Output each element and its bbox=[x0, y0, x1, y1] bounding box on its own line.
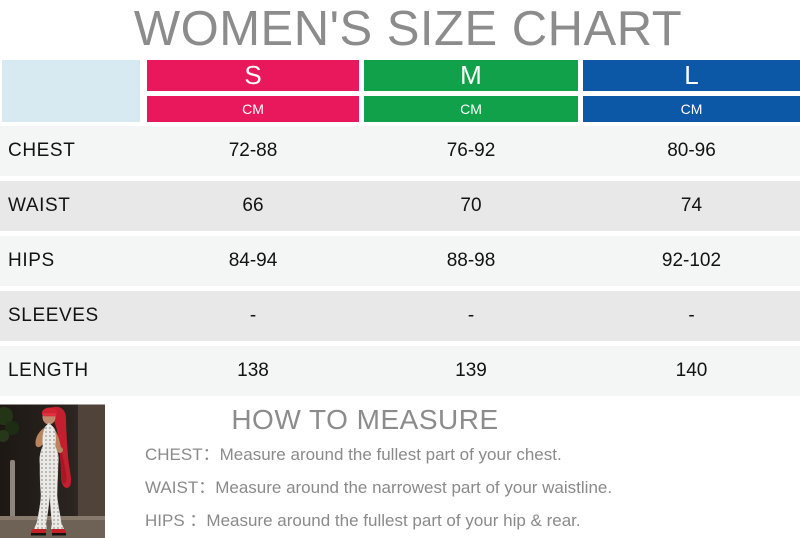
unit-header-l: CM bbox=[583, 96, 800, 122]
row-label: HIPS bbox=[8, 250, 55, 271]
cell-value: - bbox=[688, 305, 695, 326]
row-label: LENGTH bbox=[8, 360, 89, 381]
cell-value: - bbox=[249, 305, 257, 326]
cell-value: 92-102 bbox=[661, 250, 722, 271]
unit-header-s: CM bbox=[147, 96, 359, 122]
table-row-hips: HIPS 84-94 88-98 92-102 bbox=[0, 236, 800, 286]
measure-item-chest: CHEST：Measure around the fullest part of… bbox=[145, 445, 765, 465]
model-photo bbox=[0, 402, 105, 538]
foliage bbox=[0, 407, 19, 442]
cell-value: 66 bbox=[242, 195, 264, 216]
row-label: WAIST bbox=[8, 195, 71, 216]
size-header-s: S bbox=[147, 60, 359, 91]
measure-item-hips: HIPS ：Measure around the fullest part of… bbox=[145, 511, 765, 531]
cell-value: - bbox=[467, 305, 475, 326]
sneakers bbox=[31, 529, 66, 536]
size-header-m: M bbox=[364, 60, 578, 91]
row-label: SLEEVES bbox=[8, 305, 99, 326]
model-figure bbox=[31, 406, 72, 536]
cell-value: 70 bbox=[460, 195, 482, 216]
row-label: CHEST bbox=[8, 140, 76, 161]
cell-value: 84-94 bbox=[228, 250, 278, 271]
cell-value: 88-98 bbox=[446, 250, 496, 271]
cell-value: 74 bbox=[680, 195, 703, 216]
cell-value: 76-92 bbox=[446, 140, 496, 161]
size-header-l: L bbox=[583, 60, 800, 91]
measure-label: HIPS ： bbox=[145, 511, 207, 530]
measure-label: WAIST： bbox=[145, 478, 216, 497]
jumpsuit bbox=[36, 422, 62, 524]
cell-value: 80-96 bbox=[667, 140, 716, 161]
table-row-chest: CHEST 72-88 76-92 80-96 bbox=[0, 126, 800, 176]
pole bbox=[10, 460, 15, 524]
measure-text: Measure around the fullest part of your … bbox=[206, 511, 581, 530]
measure-item-waist: WAIST：Measure around the narrowest part … bbox=[145, 478, 765, 498]
measure-label: CHEST： bbox=[145, 445, 220, 464]
measure-text: Measure around the narrowest part of you… bbox=[215, 478, 613, 497]
table-row-sleeves: SLEEVES - - - bbox=[0, 291, 800, 341]
how-to-measure-title: HOW TO MEASURE bbox=[231, 404, 499, 435]
cell-value: 72-88 bbox=[228, 140, 278, 161]
table-row-waist: WAIST 66 70 74 bbox=[0, 181, 800, 231]
unit-header-m: CM bbox=[364, 96, 578, 122]
table-row-length: LENGTH 138 139 140 bbox=[0, 346, 800, 396]
cell-value: 138 bbox=[237, 360, 269, 381]
cell-value: 140 bbox=[675, 360, 708, 381]
measure-text: Measure around the fullest part of your … bbox=[219, 445, 562, 464]
cell-value: 139 bbox=[455, 360, 487, 381]
table-corner-cell bbox=[2, 60, 140, 122]
page-title: WOMEN'S SIZE CHART bbox=[133, 2, 683, 56]
